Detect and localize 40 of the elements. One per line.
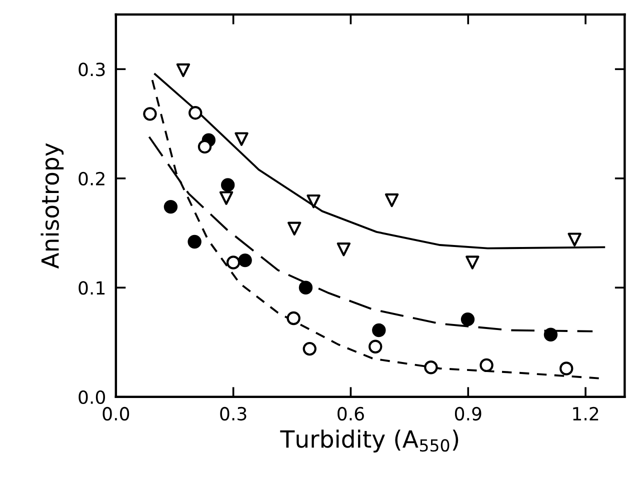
point: [288, 222, 302, 236]
point: [480, 358, 494, 372]
point: [188, 106, 202, 120]
x-tick-label: 1.2: [573, 406, 598, 420]
point: [298, 280, 313, 294]
point: [384, 193, 399, 208]
point: [466, 256, 480, 270]
line-series: [151, 79, 600, 380]
point: [238, 253, 252, 268]
x-tick-label: 0.6: [338, 406, 364, 421]
point: [286, 311, 300, 326]
x-axis-title: Turbidity (A$_{550}$): [280, 430, 458, 452]
point: [188, 234, 202, 249]
point: [368, 340, 382, 354]
y-tick-label: 0.0: [78, 390, 105, 404]
y-tick-label: 0.1: [78, 281, 105, 295]
point: [306, 194, 320, 208]
point: [198, 140, 212, 154]
text: 0.0: [102, 406, 130, 421]
point: [424, 360, 438, 374]
point: [460, 312, 475, 326]
point: [336, 242, 351, 256]
y-tick-label: 0.2: [78, 172, 104, 186]
point: [372, 323, 386, 338]
point: [560, 362, 574, 376]
x-tick-label: 0.9: [454, 406, 482, 421]
point: [302, 342, 316, 356]
x-tick-label: 0.3: [220, 406, 246, 421]
line-series: [153, 72, 606, 250]
point: [568, 232, 582, 246]
point: [164, 200, 178, 214]
y-axis-title: Anisotropy: [40, 143, 64, 269]
point: [234, 132, 248, 146]
point: [220, 178, 235, 192]
point: [176, 63, 190, 78]
point: [143, 107, 157, 121]
point: [219, 191, 234, 205]
y-tick-label: 0.3: [78, 62, 105, 76]
point: [226, 256, 240, 270]
point: [544, 328, 558, 342]
